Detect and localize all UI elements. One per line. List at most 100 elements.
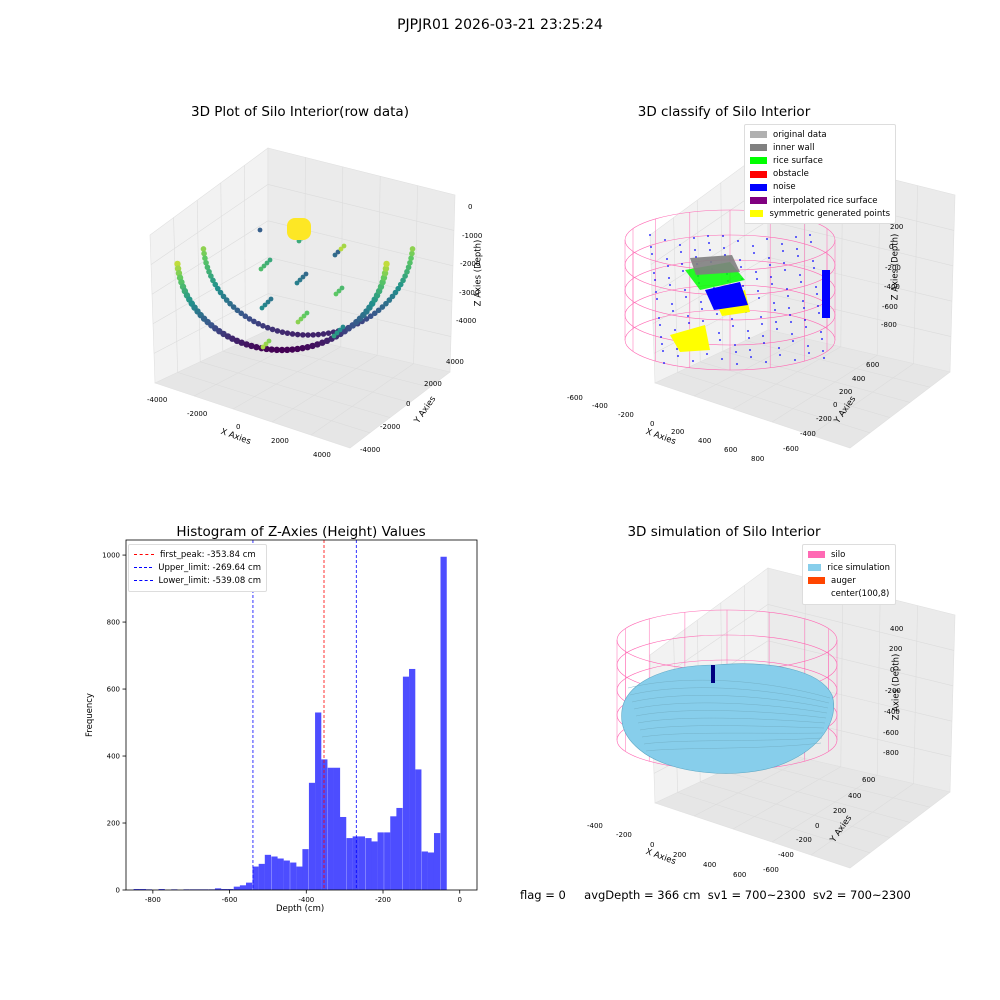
grid-line xyxy=(771,774,878,843)
simulation-3d-axes xyxy=(616,567,956,869)
histogram-bar xyxy=(315,712,322,890)
noise-point xyxy=(760,316,762,318)
data-point xyxy=(294,280,300,286)
data-point xyxy=(298,316,304,322)
noise-point xyxy=(768,257,770,259)
noise-point xyxy=(708,242,710,244)
noise-point xyxy=(672,310,674,312)
noise-point xyxy=(794,359,796,361)
data-point xyxy=(338,246,344,252)
grid-line xyxy=(732,346,841,410)
sim-xtick: -400 xyxy=(587,822,603,830)
data-point xyxy=(278,346,286,354)
data-point xyxy=(335,249,341,255)
y-tick-label: 0 xyxy=(116,887,120,895)
data-point xyxy=(220,293,227,300)
noise-point xyxy=(753,252,755,254)
legend-swatch xyxy=(750,131,767,139)
legend-line xyxy=(134,580,153,582)
sim-ztick: 400 xyxy=(890,625,904,633)
grid-line xyxy=(267,184,455,231)
data-point xyxy=(268,346,275,353)
mesh-line xyxy=(637,717,826,724)
cls-ytick: 600 xyxy=(866,361,880,369)
noise-point xyxy=(669,284,671,286)
histogram-bar xyxy=(233,886,240,890)
data-point xyxy=(407,259,413,266)
noise-point xyxy=(763,342,765,344)
figure-title: PJPJR01 2026-03-21 23:25:24 xyxy=(397,17,603,33)
legend-label: auger xyxy=(831,575,856,586)
noise-point xyxy=(788,307,790,309)
grid-line xyxy=(200,361,391,418)
y-tick-label: 800 xyxy=(107,619,120,627)
data-point xyxy=(263,341,269,347)
grid-line xyxy=(722,770,911,823)
legend-label: center(100,8) xyxy=(831,589,890,600)
cls-ytick: -600 xyxy=(783,445,799,453)
histogram-bar xyxy=(258,863,265,890)
histogram-bar xyxy=(264,854,272,890)
data-point xyxy=(204,264,211,271)
noise-point xyxy=(737,240,739,242)
noise-point xyxy=(779,354,781,356)
data-point xyxy=(300,274,306,280)
data-point xyxy=(203,259,209,266)
data-point xyxy=(212,281,219,288)
noise-point xyxy=(775,321,777,323)
grid-line xyxy=(271,354,378,423)
data-point xyxy=(294,331,301,338)
sim-ytick: -200 xyxy=(796,836,812,844)
noise-point xyxy=(662,350,664,352)
data-point xyxy=(301,313,307,319)
data-point xyxy=(409,246,416,252)
data-point xyxy=(273,346,281,354)
sim-ztick: 0 xyxy=(890,666,895,674)
mesh-line xyxy=(629,687,830,704)
data-point xyxy=(223,297,230,303)
data-point xyxy=(325,330,332,336)
grid-line xyxy=(677,792,871,854)
noise-point xyxy=(732,325,734,327)
noise-point xyxy=(786,288,788,290)
data-point xyxy=(309,342,316,350)
noise-point xyxy=(755,271,757,273)
noise-point xyxy=(750,356,752,358)
sim-ytick: -400 xyxy=(778,851,794,859)
grid-line xyxy=(152,256,269,325)
histogram-bar xyxy=(221,888,228,890)
grid-line xyxy=(745,340,931,388)
sv2-text: sv2 = 700~2300 xyxy=(812,888,911,902)
data-point xyxy=(289,346,296,353)
legend-label: rice simulation xyxy=(827,562,890,573)
noise-point xyxy=(799,274,801,276)
mesh-line xyxy=(641,732,824,738)
histogram-bar xyxy=(396,807,403,890)
raw-xtick: -4000 xyxy=(147,396,168,404)
noise-point xyxy=(789,314,791,316)
raw-ytick: -2000 xyxy=(380,423,401,431)
histogram-bar xyxy=(271,856,278,890)
cls-ztick: 200 xyxy=(890,223,904,231)
y-tick-label: 400 xyxy=(107,753,120,761)
data-point xyxy=(255,320,262,327)
noise-point xyxy=(765,361,767,363)
raw-ztick: -2000 xyxy=(460,260,481,268)
raw-ytick: -4000 xyxy=(360,446,381,454)
noise-point xyxy=(666,258,668,260)
legend-label: symmetric generated points xyxy=(769,208,890,219)
noise-point xyxy=(774,309,776,311)
histogram-bar xyxy=(308,782,316,890)
grid-line xyxy=(150,184,269,265)
data-point xyxy=(227,300,233,307)
data-point xyxy=(269,326,276,333)
data-point xyxy=(333,291,339,297)
data-point xyxy=(334,330,340,336)
mesh-line xyxy=(643,737,823,745)
noise-point xyxy=(752,245,754,247)
sim-ztick: -400 xyxy=(884,708,900,716)
data-point xyxy=(304,343,311,351)
mesh-line xyxy=(635,710,827,719)
data-point xyxy=(260,323,266,329)
histogram-bar xyxy=(290,862,297,890)
